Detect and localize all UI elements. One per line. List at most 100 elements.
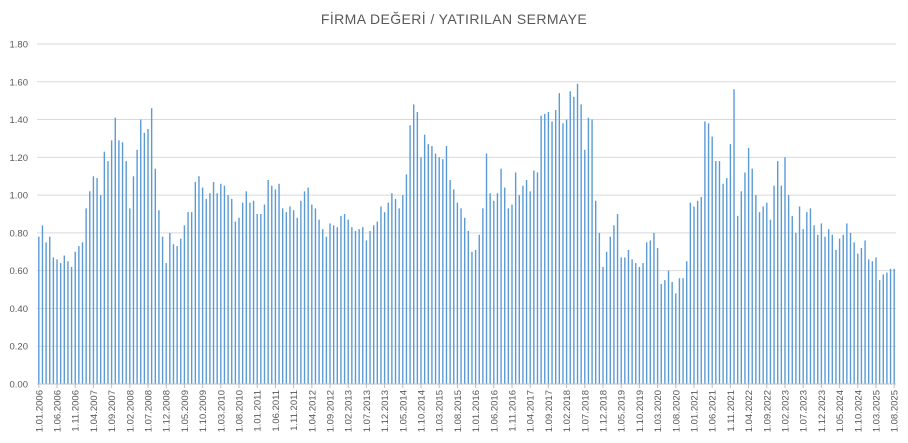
x-tick-label: 1.10.2009 <box>198 390 209 432</box>
bar <box>882 274 884 384</box>
bar <box>627 249 630 384</box>
x-tick-label: 1.06.2016 <box>489 390 500 432</box>
bar <box>474 249 477 384</box>
bar <box>67 261 69 384</box>
x-tick-label: 1.01.2016 <box>471 390 482 432</box>
bar <box>649 240 652 384</box>
bar <box>445 146 448 384</box>
bar <box>329 223 331 384</box>
bar <box>584 149 586 384</box>
y-tick-label: 1.60 <box>10 77 29 88</box>
x-tick-label: 1.04.2017 <box>526 390 537 432</box>
bar <box>281 208 284 384</box>
bar <box>842 234 844 384</box>
bar <box>161 236 164 384</box>
bar <box>780 185 783 384</box>
bar <box>256 214 258 384</box>
bar <box>656 248 659 384</box>
bar <box>260 214 262 384</box>
bar <box>478 234 480 384</box>
bar <box>300 200 302 384</box>
bar <box>802 229 804 384</box>
bar <box>198 176 200 384</box>
bar <box>427 144 429 384</box>
bar <box>864 240 866 384</box>
bar <box>183 225 186 384</box>
y-tick-label: 0.20 <box>10 342 29 353</box>
bar <box>664 280 666 384</box>
bar <box>216 193 218 384</box>
x-tick-label: 1.12.2023 <box>817 390 828 432</box>
bar <box>362 227 364 384</box>
bar <box>718 161 721 384</box>
x-tick-label: 1.02.2008 <box>125 390 136 432</box>
x-tick-label: 1.05.2009 <box>180 390 191 432</box>
bar <box>598 232 601 384</box>
bar <box>325 236 328 384</box>
bar <box>252 200 255 384</box>
bar <box>715 161 717 384</box>
bar <box>565 119 568 384</box>
bar <box>762 206 764 384</box>
x-tick-label: 1.08.2020 <box>671 390 682 432</box>
bar <box>38 236 40 384</box>
bar <box>893 268 895 384</box>
bar <box>307 187 309 384</box>
bar <box>449 180 451 384</box>
bar <box>372 225 375 384</box>
bar <box>689 202 692 384</box>
bar <box>227 195 229 384</box>
bar <box>176 246 178 384</box>
bar <box>322 229 324 384</box>
bar <box>667 270 670 384</box>
bar <box>49 236 51 384</box>
bars <box>38 83 895 385</box>
bar <box>413 104 415 384</box>
bar <box>110 140 113 384</box>
bar <box>114 117 116 385</box>
bar <box>147 129 149 384</box>
bar <box>70 266 73 384</box>
bar <box>387 202 389 384</box>
y-tick-label: 0.60 <box>10 266 29 277</box>
bar <box>100 195 102 384</box>
x-tick-label: 1.12.2018 <box>598 390 609 432</box>
y-tick-label: 1.20 <box>10 153 29 164</box>
bar <box>172 244 175 384</box>
bar <box>806 212 808 384</box>
bar <box>223 185 226 384</box>
bar <box>343 214 346 384</box>
bar <box>201 187 204 384</box>
bar <box>547 112 550 384</box>
bar <box>154 168 156 384</box>
bar <box>787 195 790 384</box>
bar <box>878 280 881 384</box>
bar <box>551 121 553 384</box>
bar <box>729 144 732 384</box>
x-axis <box>37 383 896 388</box>
bar <box>653 232 655 384</box>
bar <box>820 223 823 384</box>
bar <box>402 195 404 384</box>
bar <box>540 115 542 384</box>
bar <box>314 208 317 384</box>
bar <box>751 168 753 384</box>
bar <box>791 215 793 384</box>
x-tick-label: 1.12.2013 <box>380 390 391 432</box>
bar <box>554 110 557 385</box>
bar <box>125 161 127 384</box>
bar <box>682 278 684 384</box>
y-tick-label: 1.00 <box>10 191 29 202</box>
bar <box>292 210 295 384</box>
bar <box>453 189 455 384</box>
bar <box>831 234 833 384</box>
bar <box>89 191 91 384</box>
bar <box>56 259 58 384</box>
bar <box>150 108 153 384</box>
bar <box>398 208 400 384</box>
bar <box>722 183 724 384</box>
bar <box>296 217 298 384</box>
bar <box>347 219 349 384</box>
x-tick-label: 1.06.2006 <box>53 390 64 432</box>
bar <box>438 157 440 384</box>
